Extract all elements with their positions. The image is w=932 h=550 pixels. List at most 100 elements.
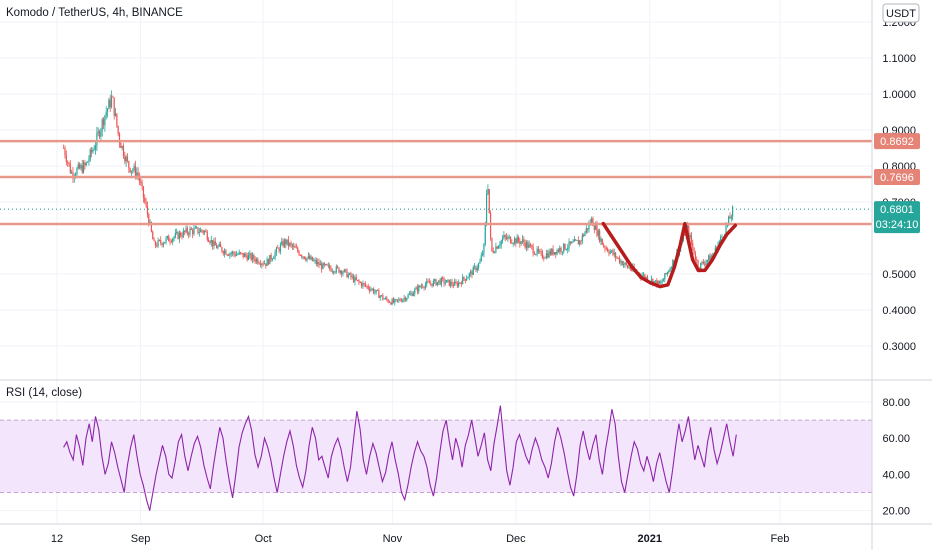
price-axis[interactable]: 1.20001.10001.00000.90000.80000.70000.50… <box>882 17 916 353</box>
candle-body <box>140 181 142 183</box>
candle-body <box>511 242 513 244</box>
candle-body <box>460 282 462 285</box>
candle-body <box>422 286 424 288</box>
candle-body <box>613 252 615 255</box>
candle-body <box>72 172 74 178</box>
candle-body <box>229 253 231 256</box>
candle-body <box>512 243 514 244</box>
candle-body <box>371 288 373 290</box>
candle-body <box>547 253 549 258</box>
candle-body <box>281 241 283 245</box>
candle-body <box>218 244 220 247</box>
candle-body <box>253 254 255 260</box>
candle-body <box>341 270 343 274</box>
candle-body <box>108 99 110 109</box>
candle-body <box>290 243 292 245</box>
candle-body <box>217 246 219 249</box>
candle-body <box>233 251 235 254</box>
candle-body <box>194 227 196 229</box>
candle-body <box>86 161 89 163</box>
candle-body <box>129 168 131 173</box>
candle-body <box>100 130 102 137</box>
candle-body <box>351 276 353 278</box>
candle-body <box>101 119 103 131</box>
candle-body <box>338 267 340 273</box>
candle-body <box>374 291 376 293</box>
candle-body <box>525 242 528 248</box>
candle-body <box>495 246 497 253</box>
candle-body <box>484 223 486 244</box>
candle-body <box>283 239 286 247</box>
candle-body <box>136 172 138 176</box>
candle-body <box>216 245 218 249</box>
candle-body <box>297 247 299 252</box>
candle-body <box>463 276 465 279</box>
candle-body <box>246 255 248 260</box>
candle-body <box>539 251 541 253</box>
currency-button[interactable]: USDT <box>882 3 920 23</box>
candle-body <box>404 297 407 301</box>
candle-body <box>545 253 548 258</box>
candle-body <box>492 250 494 253</box>
candle-body <box>418 285 420 292</box>
candle-body <box>650 278 653 282</box>
candle-body <box>412 293 415 296</box>
candle-body <box>364 283 367 286</box>
candle-body <box>513 238 516 244</box>
candle-body <box>334 271 336 273</box>
candle-body <box>378 290 380 298</box>
time-axis[interactable]: 12 Sep Oct Nov Dec 2021 Feb <box>51 533 790 545</box>
candle-body <box>395 299 397 301</box>
candle-body <box>277 247 279 249</box>
candle-body <box>97 131 99 133</box>
candle-body <box>581 234 583 241</box>
candle-body <box>160 240 162 244</box>
candle-body <box>504 235 506 238</box>
candle-body <box>295 247 297 249</box>
candle-body <box>402 299 404 302</box>
candle-body <box>573 239 575 242</box>
candle-body <box>234 253 236 256</box>
candle-body <box>479 261 481 264</box>
candle-body <box>432 280 434 286</box>
candle-body <box>436 281 438 286</box>
candle-body <box>451 281 453 285</box>
horizontal-levels[interactable] <box>0 139 872 226</box>
candle-body <box>133 165 135 171</box>
candle-body <box>515 238 517 244</box>
candle-body <box>665 273 667 275</box>
chart-title: Komodo / TetherUS, 4h, BINANCE <box>6 7 183 19</box>
candle-body <box>249 253 251 255</box>
candle-body <box>448 279 450 286</box>
candle-body <box>470 271 472 274</box>
candle-body <box>250 253 252 260</box>
rsi-axis[interactable]: 80.00 60.00 40.00 20.00 <box>882 397 910 518</box>
candle-body <box>568 241 570 248</box>
candle-body <box>75 174 77 176</box>
candle-body <box>114 113 117 116</box>
candle-body <box>548 250 550 258</box>
candle-body <box>611 250 613 252</box>
candle-body <box>265 263 267 266</box>
candle-body <box>227 254 230 256</box>
candle-body <box>383 298 385 300</box>
candle-body <box>342 272 344 274</box>
candle-body <box>237 254 239 256</box>
candle-body <box>98 131 101 137</box>
candle-body <box>125 156 127 162</box>
candle-body <box>89 149 91 160</box>
candle-body <box>579 240 581 245</box>
candle-body <box>396 299 399 301</box>
cup-handle-drawing[interactable] <box>601 221 738 289</box>
candle-body <box>601 238 603 245</box>
candle-body <box>258 263 260 265</box>
candle-body <box>656 280 658 286</box>
candle-body <box>553 252 556 255</box>
candle-body <box>520 241 522 244</box>
candle-body <box>428 281 430 284</box>
candle-body <box>714 247 716 254</box>
candle-body <box>305 258 307 261</box>
candle-body <box>625 262 627 266</box>
time-tick-label: Feb <box>770 533 789 545</box>
